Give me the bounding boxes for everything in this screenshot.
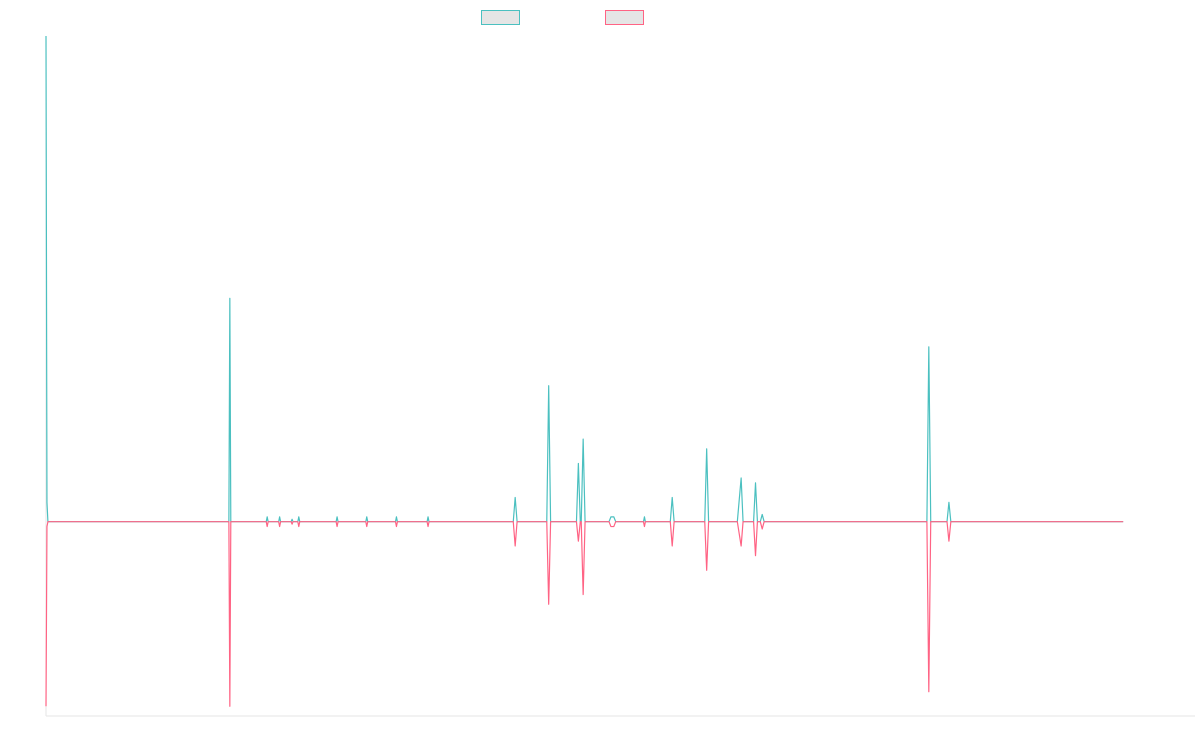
legend-swatch-1[interactable] [481, 10, 520, 25]
series-line-1 [45, 35, 1124, 523]
legend-swatch-2[interactable] [605, 10, 644, 25]
plot-area [45, 35, 1195, 717]
series-line-2 [45, 521, 1124, 707]
